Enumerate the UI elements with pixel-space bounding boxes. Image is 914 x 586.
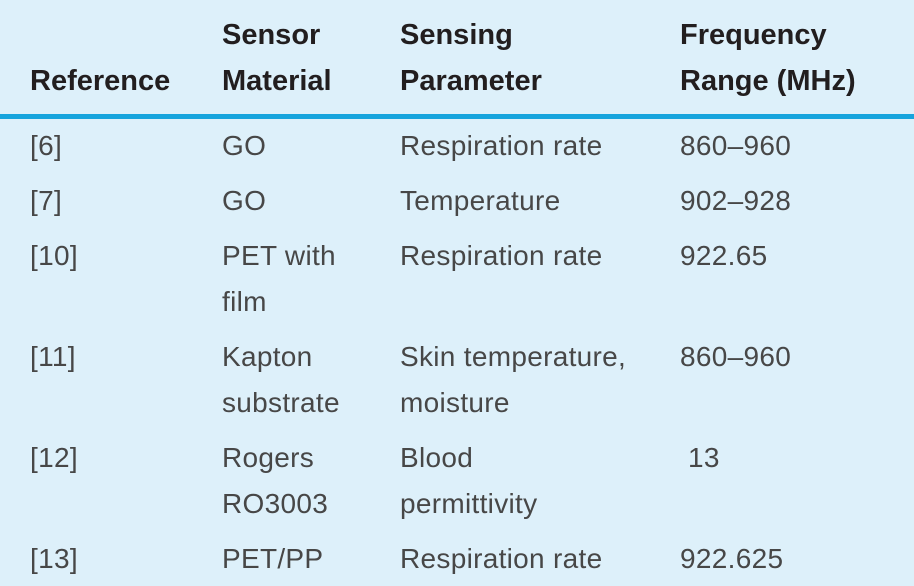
cell-frequency-range: 922.625 <box>680 543 784 574</box>
cell-sensing-parameter: Respiration rate <box>400 240 603 271</box>
table-row: [11] Kapton substrate Skin temperature, … <box>0 330 914 431</box>
column-header-frequency-range: Frequency Range (MHz) <box>680 0 914 119</box>
table-header-row: Reference Sensor Material Sensing Parame… <box>0 0 914 119</box>
cell-reference: [12] <box>30 442 78 473</box>
cell-sensing-parameter: Skin temperature, moisture <box>400 341 627 418</box>
column-header-reference: Reference <box>0 0 222 119</box>
table-body: [6] GO Respiration rate 860–960 [7] GO T… <box>0 117 914 586</box>
column-header-sensing-parameter: Sensing Parameter <box>400 0 680 119</box>
cell-frequency-range: 922.65 <box>680 240 768 271</box>
cell-sensor-material: PET with film <box>222 240 336 317</box>
cell-frequency-range: 902–928 <box>680 185 792 216</box>
cell-sensing-parameter: Respiration rate <box>400 130 603 161</box>
cell-reference: [13] <box>30 543 78 574</box>
cell-reference: [11] <box>30 341 76 372</box>
table-row: [7] GO Temperature 902–928 <box>0 174 914 229</box>
table-row: [10] PET with film Respiration rate 922.… <box>0 229 914 330</box>
cell-sensing-parameter: Temperature <box>400 185 561 216</box>
cell-frequency-range: 860–960 <box>680 130 792 161</box>
cell-sensor-material: Kapton substrate <box>222 341 340 418</box>
cell-sensor-material: PET/PP <box>222 543 324 574</box>
cell-frequency-range: 860–960 <box>680 341 792 372</box>
cell-reference: [6] <box>30 130 63 161</box>
column-header-sensor-material: Sensor Material <box>222 0 400 119</box>
table-row: [13] PET/PP Respiration rate 922.625 <box>0 532 914 586</box>
cell-sensor-material: GO <box>222 130 267 161</box>
table-header: Reference Sensor Material Sensing Parame… <box>0 0 914 119</box>
cell-sensing-parameter: Blood permittivity <box>400 442 538 519</box>
table-row: [6] GO Respiration rate 860–960 <box>0 117 914 175</box>
cell-reference: [7] <box>30 185 63 216</box>
cell-sensor-material: GO <box>222 185 267 216</box>
cell-sensor-material: Rogers RO3003 <box>222 442 329 519</box>
cell-sensing-parameter: Respiration rate <box>400 543 603 574</box>
cell-reference: [10] <box>30 240 78 271</box>
cell-frequency-range: 13 <box>688 442 720 473</box>
table-row: [12] Rogers RO3003 Blood permittivity 13 <box>0 431 914 532</box>
